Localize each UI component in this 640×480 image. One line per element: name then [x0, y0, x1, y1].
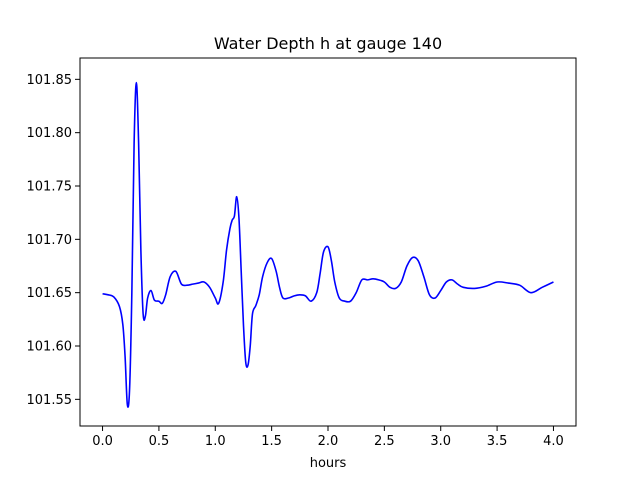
series-layer — [102, 81, 554, 408]
x-tick-label: 0.0 — [92, 434, 113, 449]
x-axis: 0.0 0.5 1.0 1.5 2.0 2.5 3.0 3.5 4.0 — [92, 426, 564, 449]
y-tick-label: 101.65 — [27, 286, 73, 301]
x-tick-label: 2.5 — [374, 434, 395, 449]
x-tick-label: 4.0 — [543, 434, 564, 449]
y-tick-label: 101.75 — [27, 180, 73, 195]
y-tick-label: 101.80 — [27, 126, 73, 141]
y-tick-label: 101.70 — [27, 233, 73, 248]
chart-title: Water Depth h at gauge 140 — [214, 34, 442, 53]
x-tick-label: 1.0 — [205, 434, 226, 449]
x-tick-label: 1.5 — [261, 434, 282, 449]
x-tick-label: 3.0 — [430, 434, 451, 449]
x-tick-label: 3.5 — [487, 434, 508, 449]
x-tick-label: 2.0 — [318, 434, 339, 449]
x-axis-label: hours — [310, 456, 347, 471]
x-tick-label: 0.5 — [149, 434, 170, 449]
y-tick-label: 101.85 — [27, 73, 73, 88]
y-axis: 101.55 101.60 101.65 101.70 101.75 101.80 101.… — [27, 73, 80, 408]
y-tick-label: 101.60 — [27, 340, 73, 355]
series-line — [102, 81, 554, 408]
y-tick-label: 101.55 — [27, 393, 73, 408]
